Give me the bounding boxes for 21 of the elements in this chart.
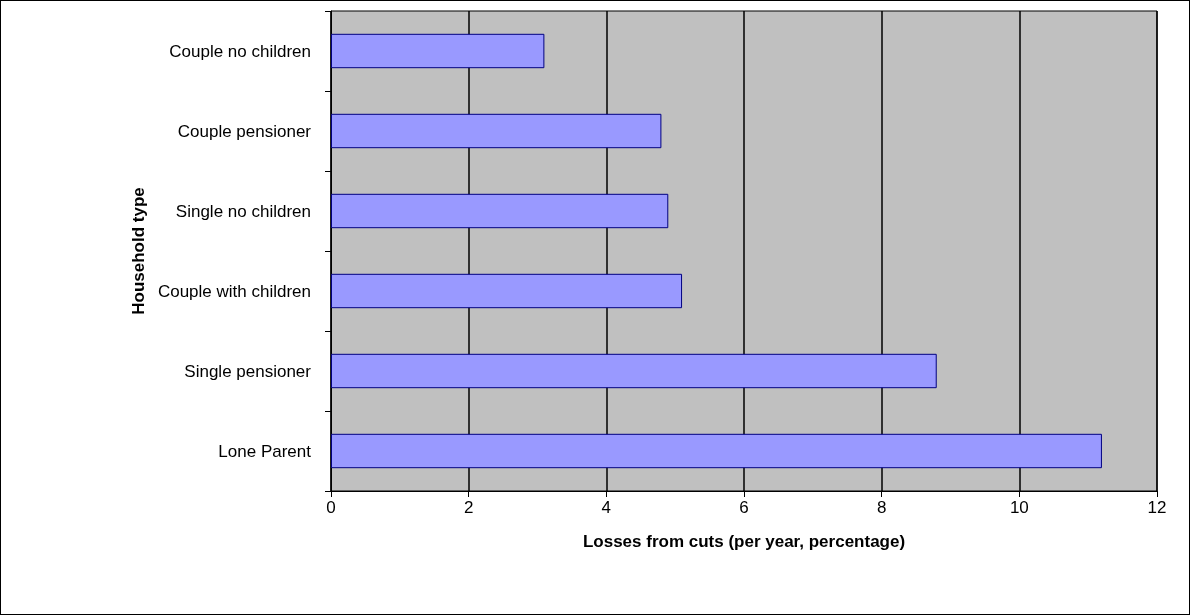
y-tick-label: Lone Parent bbox=[218, 441, 312, 461]
y-tick-label: Couple with children bbox=[157, 281, 311, 301]
x-tick-label: 6 bbox=[739, 498, 749, 517]
bar bbox=[331, 33, 545, 69]
y-tick-label: Single no children bbox=[175, 201, 311, 221]
x-axis-title: Losses from cuts (per year, percentage) bbox=[582, 532, 906, 551]
bar bbox=[331, 193, 669, 229]
x-tick-label: 2 bbox=[463, 498, 474, 517]
x-tick-label: 4 bbox=[601, 498, 612, 517]
bar bbox=[331, 353, 937, 389]
x-tick-label: 10 bbox=[1009, 498, 1029, 517]
x-tick-label: 0 bbox=[326, 498, 336, 517]
bar bbox=[331, 273, 683, 309]
bar bbox=[331, 113, 662, 149]
y-axis-title: Household type bbox=[129, 187, 149, 315]
x-tick-label: 12 bbox=[1147, 498, 1167, 517]
y-tick-label: Couple no children bbox=[169, 41, 311, 61]
bar bbox=[331, 433, 1102, 469]
x-tick-label: 8 bbox=[876, 498, 887, 517]
y-tick-label: Couple pensioner bbox=[177, 121, 312, 141]
y-tick-label: Single pensioner bbox=[184, 361, 312, 381]
